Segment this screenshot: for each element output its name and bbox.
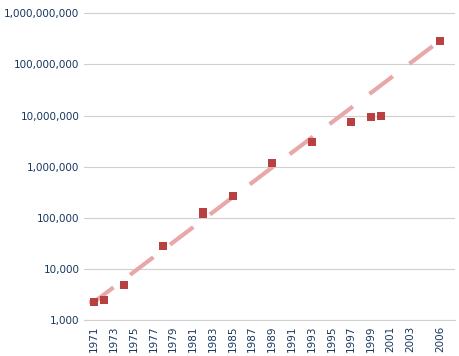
Point xyxy=(101,297,108,303)
Point xyxy=(199,209,207,214)
Point xyxy=(199,211,207,217)
Point xyxy=(160,243,167,248)
Point xyxy=(367,114,375,120)
Point xyxy=(90,299,98,305)
Point xyxy=(269,160,276,166)
Point xyxy=(347,119,355,125)
Point xyxy=(377,113,384,119)
Point xyxy=(269,160,276,166)
Point xyxy=(308,139,315,145)
Point xyxy=(437,38,444,43)
Point xyxy=(120,282,128,288)
Point xyxy=(229,193,236,198)
